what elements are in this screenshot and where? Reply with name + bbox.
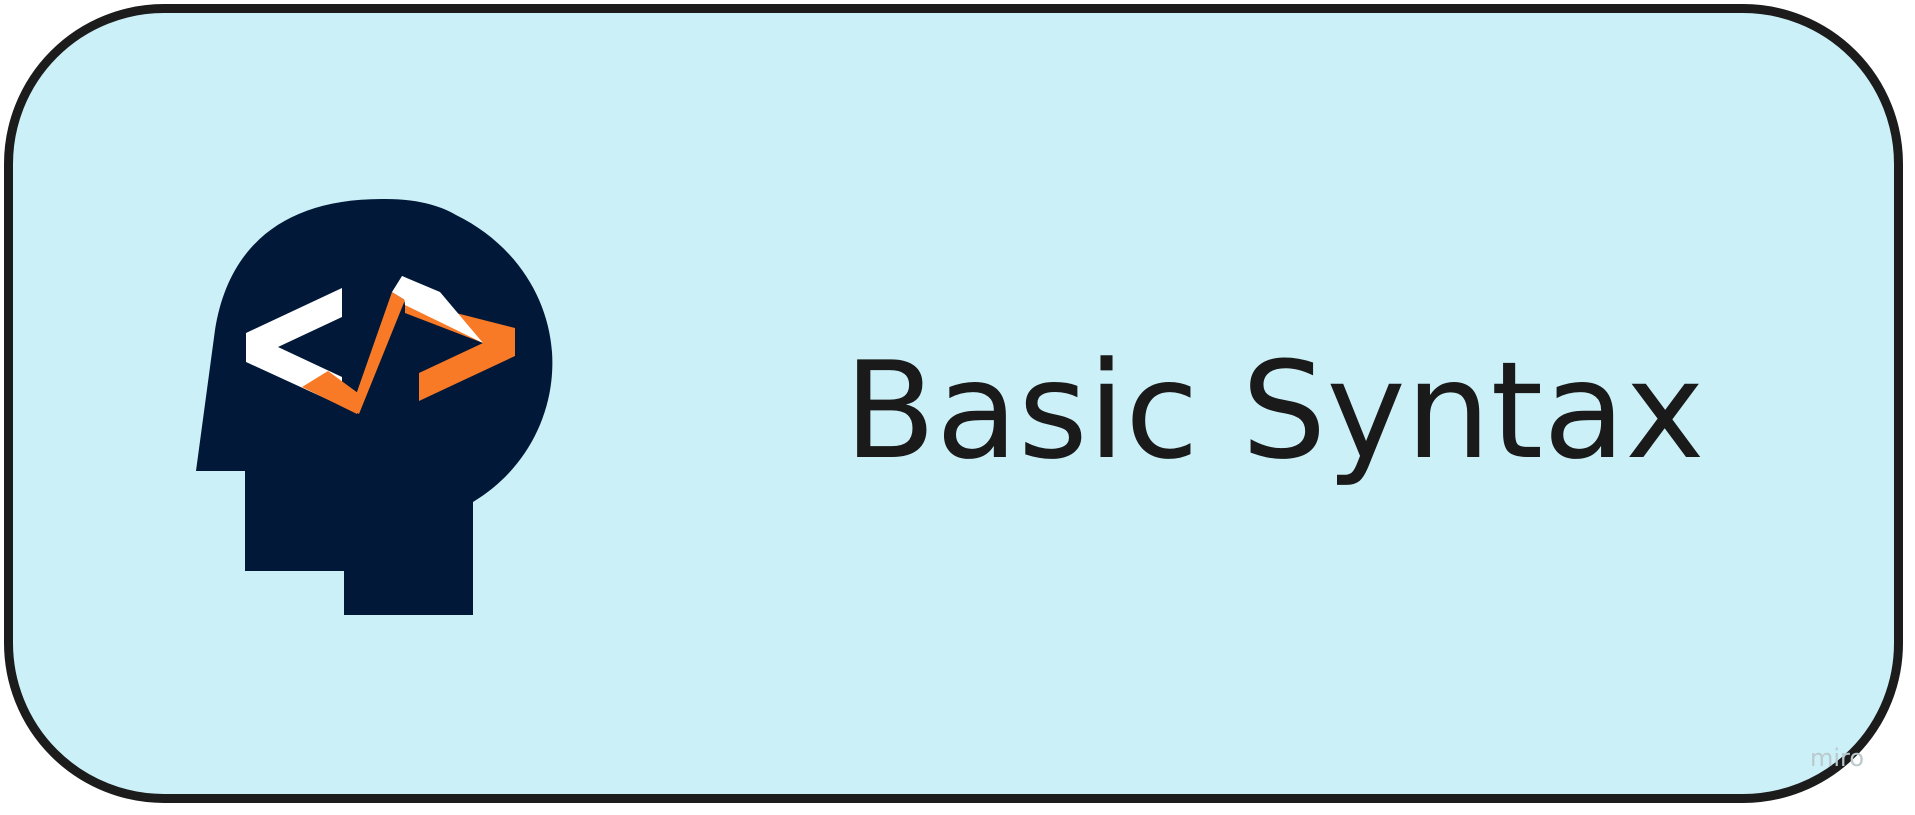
right-bracket-accent (405, 300, 515, 401)
left-bracket-accent (302, 371, 362, 414)
right-bracket-shape (402, 276, 483, 343)
head-silhouette (196, 198, 553, 615)
miro-watermark: miro (1810, 744, 1865, 772)
slash-accent (351, 292, 405, 414)
card-title: Basic Syntax (844, 333, 1705, 489)
left-bracket-shape (246, 288, 342, 406)
